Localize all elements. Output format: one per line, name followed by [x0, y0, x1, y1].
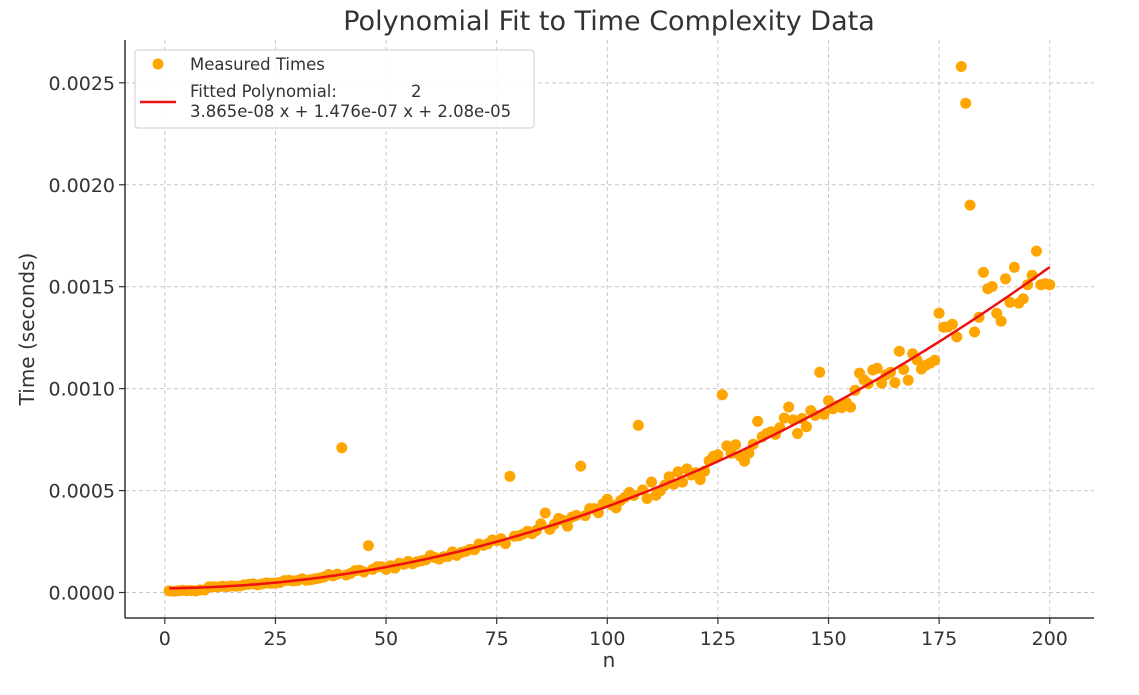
- data-point: [898, 364, 910, 375]
- data-point: [752, 415, 764, 427]
- data-point: [889, 377, 901, 389]
- data-point: [871, 362, 883, 374]
- data-point: [823, 395, 834, 407]
- data-point: [951, 331, 963, 343]
- data-point: [562, 520, 573, 532]
- data-point: [995, 315, 1007, 327]
- data-point: [632, 419, 644, 431]
- x-tick-label: 125: [700, 628, 736, 650]
- data-point: [672, 466, 684, 478]
- x-tick-label: 75: [485, 628, 509, 650]
- data-point: [1004, 296, 1016, 308]
- data-point: [964, 199, 976, 211]
- data-point: [902, 374, 914, 386]
- measured-times-series: [163, 61, 1056, 597]
- x-tick-label: 0: [159, 628, 171, 650]
- x-tick-label: 50: [374, 628, 398, 650]
- chart-title: Polynomial Fit to Time Complexity Data: [343, 6, 875, 37]
- x-axis-ticks: 0 25 50 75 100 125 150 175 200: [159, 618, 1068, 650]
- data-point: [876, 377, 888, 389]
- data-point: [641, 493, 653, 504]
- data-point: [1017, 293, 1029, 305]
- data-point: [893, 345, 905, 357]
- data-point: [716, 389, 728, 401]
- x-tick-label: 25: [263, 628, 287, 650]
- legend-fit-equation: 3.865e-08 x + 1.476e-07 x + 2.08e-05: [190, 102, 511, 121]
- y-tick-label: 0.0015: [49, 277, 115, 299]
- data-point: [783, 401, 795, 413]
- data-point: [504, 470, 516, 482]
- x-tick-label: 175: [921, 628, 957, 650]
- legend-fit-label: Fitted Polynomial:: [190, 82, 337, 101]
- x-tick-label: 150: [810, 628, 846, 650]
- y-axis-ticks: 0.0000 0.0005 0.0010 0.0015 0.0020 0.0025: [49, 73, 125, 605]
- data-point: [929, 354, 941, 366]
- data-point: [778, 412, 790, 424]
- data-point: [986, 281, 998, 292]
- data-point: [1031, 245, 1042, 257]
- data-point: [977, 266, 989, 278]
- y-tick-label: 0.0010: [49, 379, 115, 401]
- data-point: [960, 97, 972, 109]
- legend-points-marker: [152, 58, 164, 70]
- data-point: [1008, 261, 1020, 273]
- data-point: [336, 442, 348, 454]
- data-point: [845, 401, 857, 413]
- data-point: [739, 455, 750, 467]
- legend: Measured Times Fitted Polynomial: 2 3.86…: [134, 49, 535, 129]
- legend-box: [134, 49, 535, 129]
- data-point: [933, 307, 945, 319]
- data-point: [575, 460, 587, 472]
- legend-points-label: Measured Times: [190, 55, 325, 74]
- data-point: [814, 366, 826, 378]
- data-point: [730, 439, 742, 451]
- data-point: [955, 61, 967, 72]
- y-tick-label: 0.0000: [49, 583, 115, 605]
- y-axis-label: Time (seconds): [15, 253, 39, 407]
- legend-fit-exponent: 2: [411, 82, 422, 101]
- fitted-polynomial-line: [169, 266, 1051, 590]
- x-tick-label: 200: [1032, 628, 1068, 650]
- x-axis-label: n: [603, 648, 616, 672]
- y-tick-label: 0.0025: [49, 73, 115, 95]
- data-point: [1000, 273, 1011, 285]
- data-point: [800, 421, 812, 433]
- data-point: [946, 318, 958, 330]
- data-point: [1044, 279, 1056, 291]
- x-tick-label: 100: [589, 628, 625, 650]
- data-point: [969, 326, 980, 338]
- y-tick-label: 0.0020: [49, 175, 115, 197]
- data-point: [539, 507, 551, 519]
- y-tick-label: 0.0005: [49, 481, 115, 503]
- data-point: [712, 449, 724, 461]
- data-point: [743, 447, 755, 459]
- data-point: [792, 428, 803, 439]
- data-point: [646, 476, 657, 488]
- data-point: [362, 540, 374, 552]
- data-point: [694, 474, 706, 486]
